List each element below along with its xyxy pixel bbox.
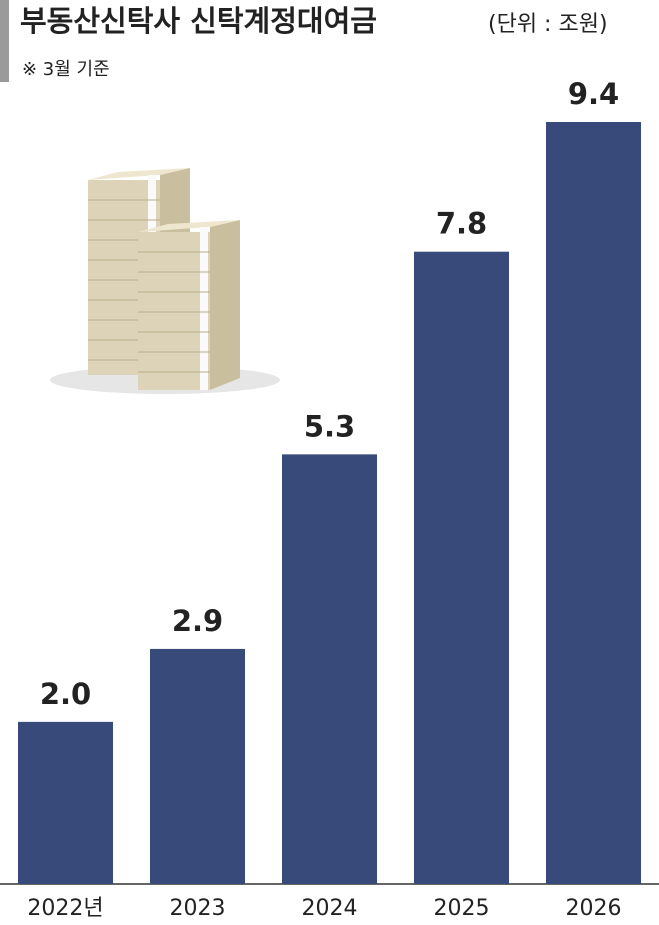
value-label: 7.8 (436, 207, 487, 241)
money-illustration (50, 168, 280, 394)
chart-note: ※ 3월 기준 (22, 59, 110, 80)
bar (414, 251, 509, 884)
value-label: 2.9 (172, 604, 223, 638)
x-tick-label: 2026 (566, 896, 622, 921)
x-tick-label: 2024 (302, 896, 358, 921)
title-accent (0, 0, 9, 82)
value-label: 5.3 (304, 409, 355, 443)
bar (282, 454, 377, 884)
value-label: 2.0 (40, 677, 91, 711)
chart-subtitle: (단위 : 조원) (488, 12, 608, 37)
value-label: 9.4 (568, 77, 619, 111)
x-tick-label: 2025 (434, 896, 490, 921)
chart-title: 부동산신탁사 신탁계정대여금 (20, 4, 377, 38)
bar (18, 721, 113, 884)
bar (546, 122, 641, 884)
bar (150, 648, 245, 884)
x-tick-label: 2023 (170, 896, 226, 921)
x-tick-label: 2022년 (27, 896, 103, 921)
